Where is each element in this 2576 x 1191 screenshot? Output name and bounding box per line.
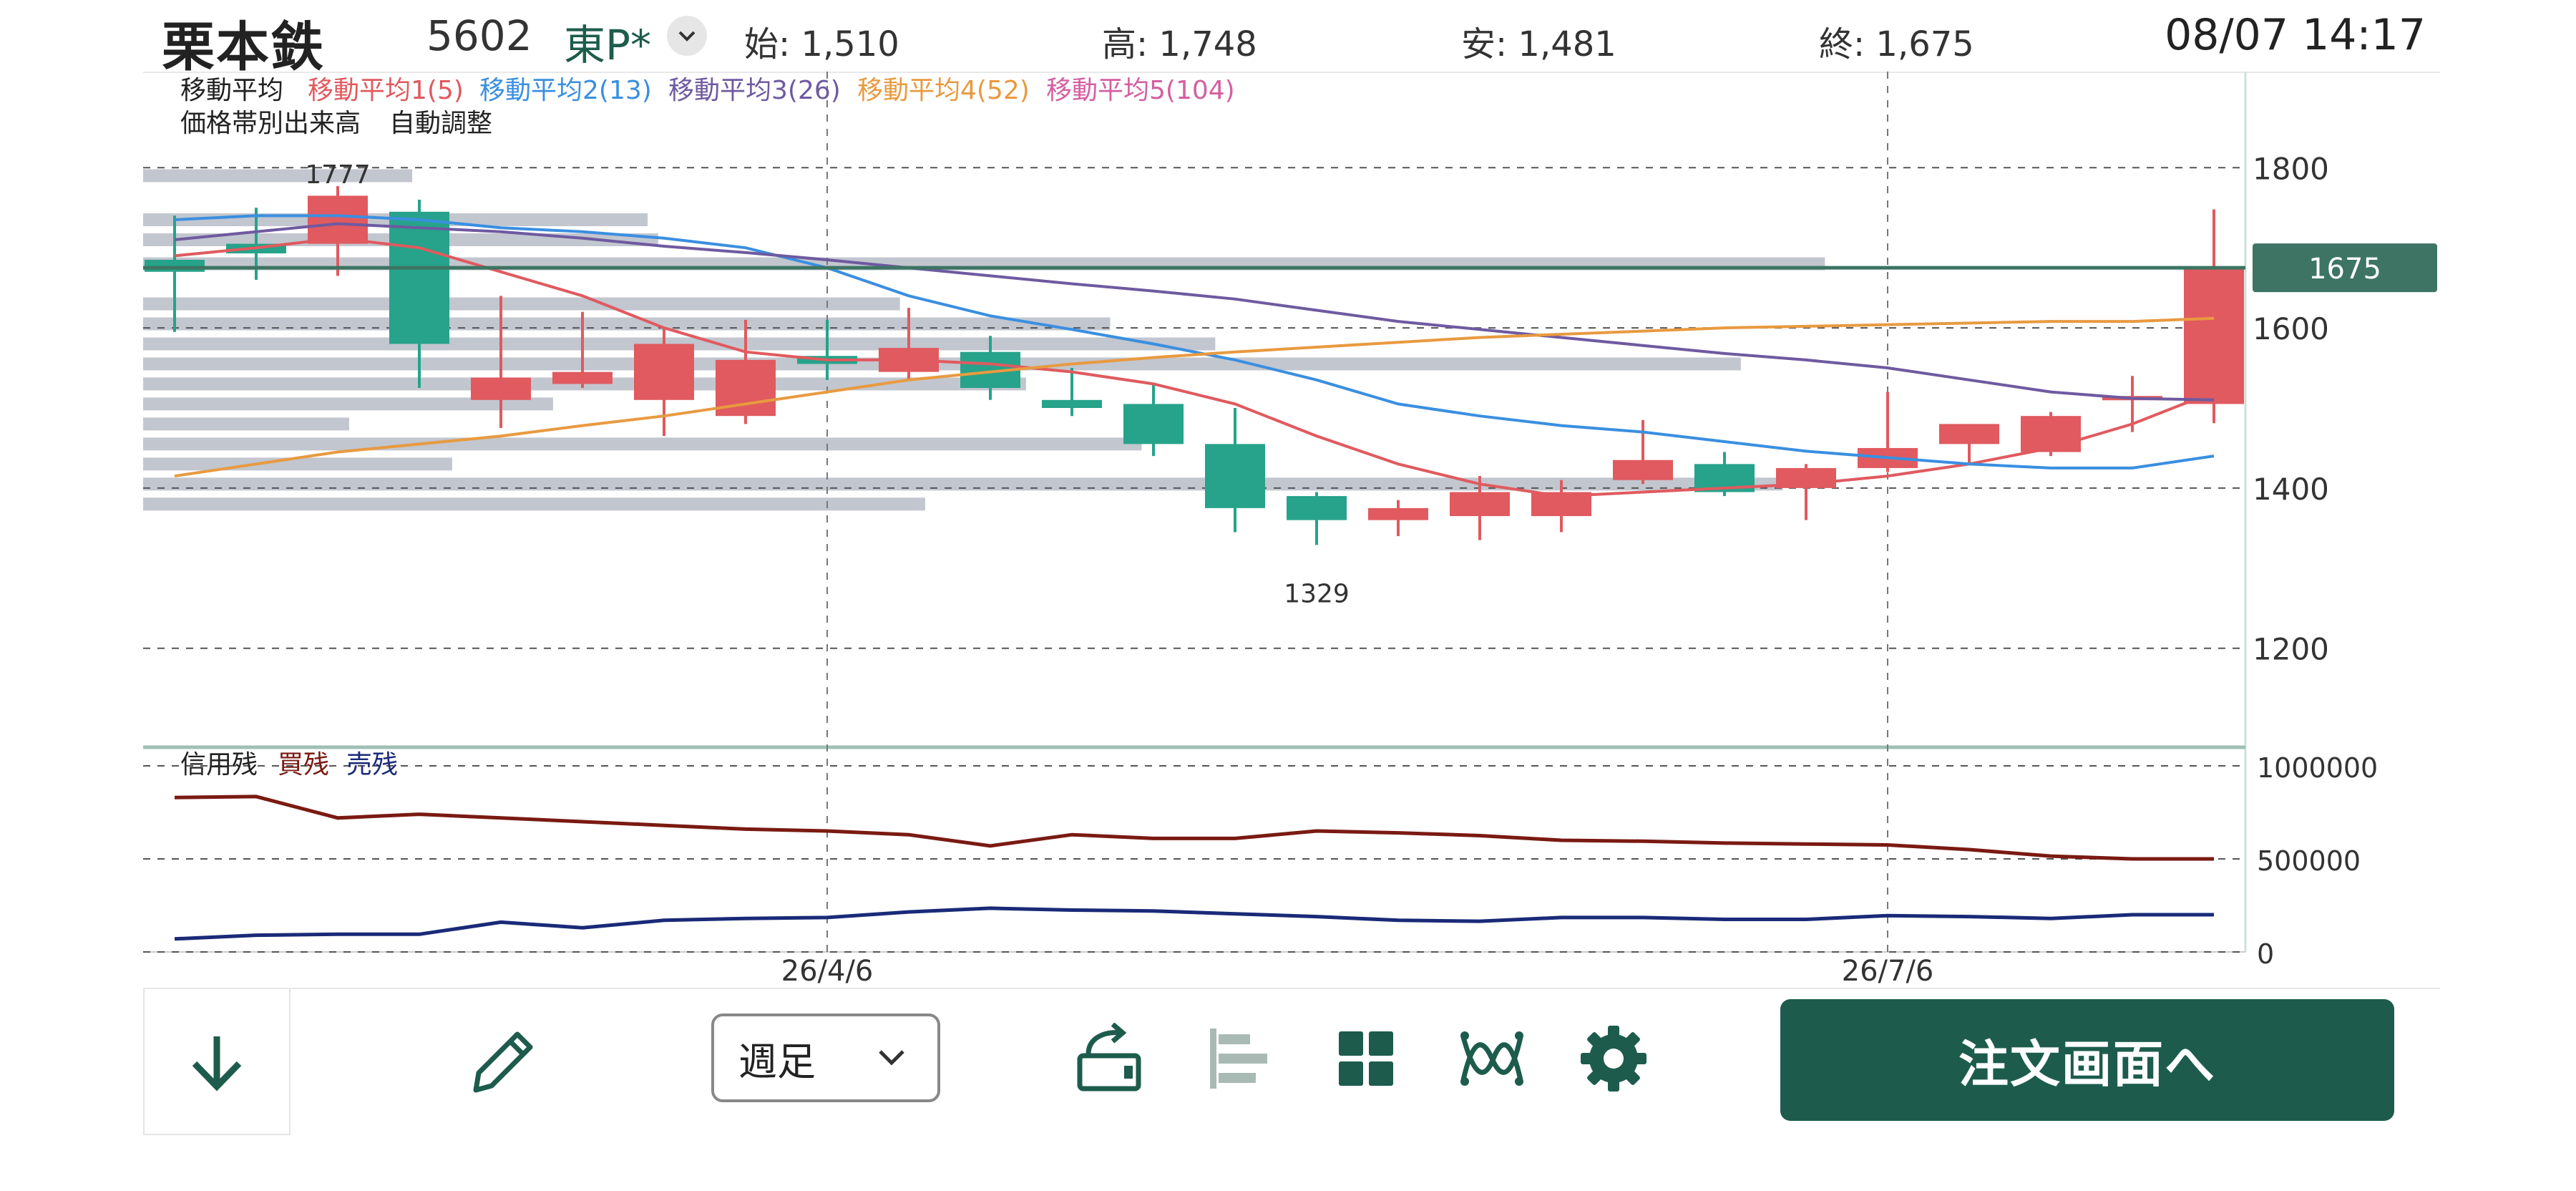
volume-profile-bar [143,169,413,183]
y-tick-label: 1600 [2253,311,2329,346]
y-tick-label: 1400 [2253,472,2329,507]
order-screen-button[interactable]: 注文画面へ [1780,999,2394,1121]
stock-code: 5602 [426,11,532,60]
volume-profile-bar [143,317,1111,331]
ma-legend-item: 移動平均4(52) [857,76,1030,105]
volume-profile-bar [143,357,1741,371]
chevron-down-icon [678,31,696,42]
extreme-annotation: 1329 [1284,579,1350,608]
margin-legend-buy: 買残 [278,750,329,779]
margin-line-1 [174,794,2214,861]
candle-body [634,344,694,400]
candle-body [389,211,449,344]
rotate-screen-icon [1077,1023,1141,1092]
candle-body [552,371,613,384]
draw-button[interactable] [458,1018,544,1104]
candle-body [1123,404,1184,444]
volume-profile-mode: 自動調整 [389,109,492,138]
ma-legend-item: 移動平均5(104) [1046,76,1235,105]
volume-profile-bar [143,497,925,511]
candle-body [1450,492,1510,517]
volume-profile-bar [143,477,1783,491]
ma-line-2 [174,214,2215,470]
candle-body [2021,416,2081,452]
chevron-down-icon [879,1050,904,1066]
volume-profile-bar [143,417,349,431]
bar-align-icon [1210,1029,1267,1089]
period-select[interactable]: 週足 [711,1013,940,1102]
volume-profile-bar [143,297,900,311]
chart-area[interactable]: 1800 1600 1400 1200 26/4/6 26/7/6 1675 1777 1329… [0,72,2576,988]
margin-legend-title: 信用残 [180,750,258,779]
ma-legend-item: 移動平均1(5) [308,76,464,105]
candle-body [471,377,531,400]
candle-body [145,259,205,272]
margin-legend-sell: 売残 [346,750,398,779]
last-price-label: 1675 [2308,253,2381,286]
period-label: 週足 [738,1039,816,1084]
toolbar-divider [143,988,2440,989]
stock-name: 栗本鉄 [162,16,325,78]
last-price-tag [2253,243,2437,293]
close-price: 終: 1,675 [1819,24,1974,64]
layout-button[interactable] [1327,1019,1405,1098]
ma-line-1 [174,236,2215,498]
candle-body [2184,268,2244,404]
scroll-down-button[interactable] [143,989,291,1135]
candle-body [308,195,368,244]
sub-y-tick-label: 1000000 [2257,752,2378,784]
market-label[interactable]: 東P* [564,21,651,69]
ma-line-4 [174,316,2215,478]
bottom-toolbar: 週足 注文画面へ [0,988,2576,1191]
extreme-annotation: 1777 [305,160,371,190]
volume-profile-button[interactable] [1199,1019,1278,1098]
ma-legend-item: 移動平均2(13) [479,76,652,105]
low-price: 安: 1,481 [1461,24,1616,64]
sub-y-tick-label: 500000 [2257,845,2361,877]
sub-y-tick-label: 0 [2257,938,2274,970]
y-tick-label: 1800 [2253,151,2329,186]
y-tick-label: 1200 [2253,632,2329,667]
candle-body [1042,399,1102,408]
ma-legend-title: 移動平均 [180,76,283,105]
rotate-screen-button[interactable] [1070,1019,1149,1098]
header-bar: 栗本鉄 5602 東P* 始: 1,510 高: 1,748 安: 1,481 … [0,0,2576,78]
candle-body [1613,460,1673,480]
arrow-down-icon [192,1036,242,1092]
indicator-button[interactable] [1453,1019,1531,1098]
pencil-icon [473,1031,533,1093]
margin-line-2 [174,906,2214,941]
x-tick-label: 26/4/6 [781,955,874,988]
ma-line-3 [174,222,2215,402]
gear-icon [1581,1026,1646,1092]
candle-body [1287,496,1347,520]
x-tick-label: 26/7/6 [1842,955,1934,988]
high-price: 高: 1,748 [1102,24,1257,64]
candle-body [1939,424,1999,444]
market-dropdown-button[interactable] [667,16,707,56]
volume-profile-bar [143,457,452,471]
volume-profile-label: 価格帯別出来高 [180,109,361,138]
datetime: 08/07 14:17 [2165,10,2426,60]
candle-body [1205,444,1265,508]
settings-button[interactable] [1574,1019,1653,1098]
volume-profile-bar [143,397,553,411]
grid-icon [1339,1031,1393,1086]
candle-body [1368,507,1428,520]
open-price: 始: 1,510 [744,24,899,64]
volume-profile-bar [143,437,1142,451]
header-divider [143,72,2440,73]
ma-legend-item: 移動平均3(26) [668,76,841,105]
indicator-icon [1460,1031,1523,1086]
